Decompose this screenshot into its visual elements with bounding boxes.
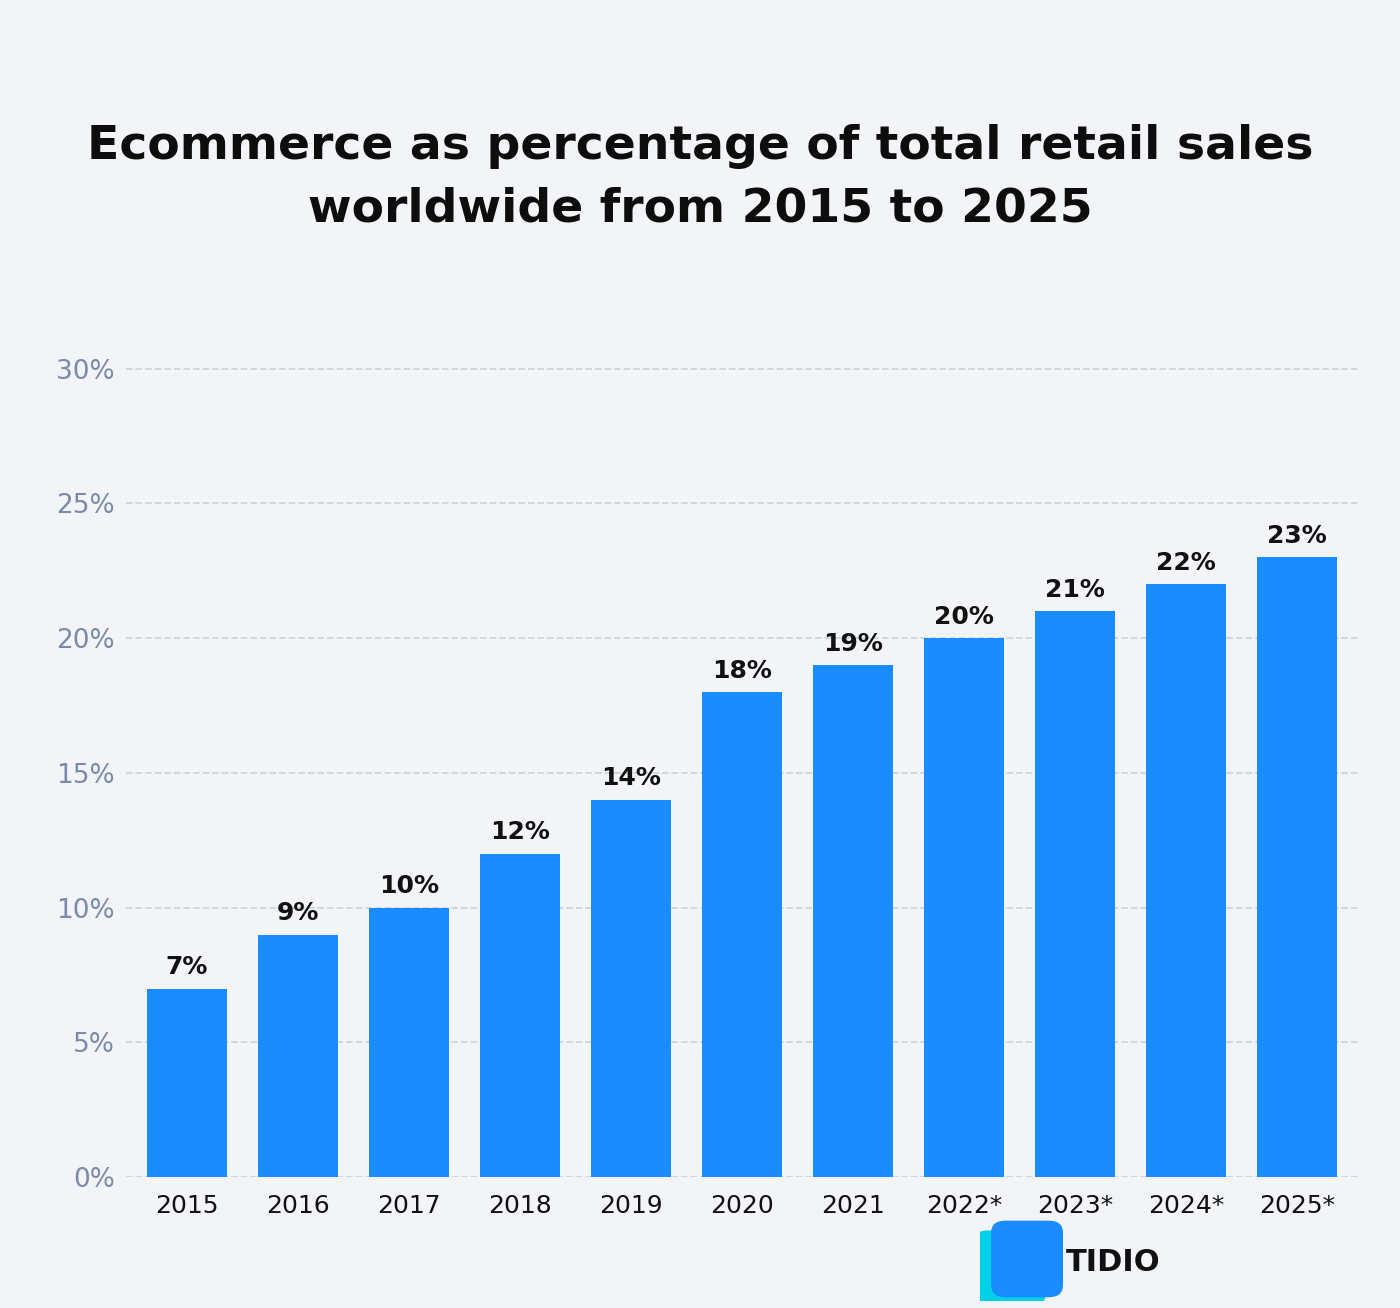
Text: 7%: 7% — [165, 955, 209, 980]
Bar — [1035, 611, 1114, 1177]
Bar — [924, 638, 1004, 1177]
Text: 20%: 20% — [934, 604, 994, 629]
Bar — [591, 800, 671, 1177]
Text: 19%: 19% — [823, 632, 883, 655]
Bar — [701, 692, 783, 1177]
Text: TIDIO: TIDIO — [1067, 1248, 1161, 1277]
FancyBboxPatch shape — [991, 1222, 1063, 1296]
Bar — [480, 854, 560, 1177]
Bar — [370, 908, 449, 1177]
Bar — [1147, 585, 1226, 1177]
Text: 22%: 22% — [1156, 551, 1215, 574]
Text: 18%: 18% — [713, 659, 771, 683]
Bar — [258, 935, 337, 1177]
Text: 10%: 10% — [379, 874, 440, 899]
Text: 23%: 23% — [1267, 523, 1327, 548]
Bar — [1257, 557, 1337, 1177]
Text: 12%: 12% — [490, 820, 550, 845]
Text: 14%: 14% — [601, 766, 661, 790]
Text: Ecommerce as percentage of total retail sales
worldwide from 2015 to 2025: Ecommerce as percentage of total retail … — [87, 124, 1313, 232]
Text: 9%: 9% — [277, 901, 319, 925]
FancyBboxPatch shape — [974, 1231, 1044, 1307]
Text: 21%: 21% — [1044, 578, 1105, 602]
Bar — [813, 664, 893, 1177]
Bar — [147, 989, 227, 1177]
